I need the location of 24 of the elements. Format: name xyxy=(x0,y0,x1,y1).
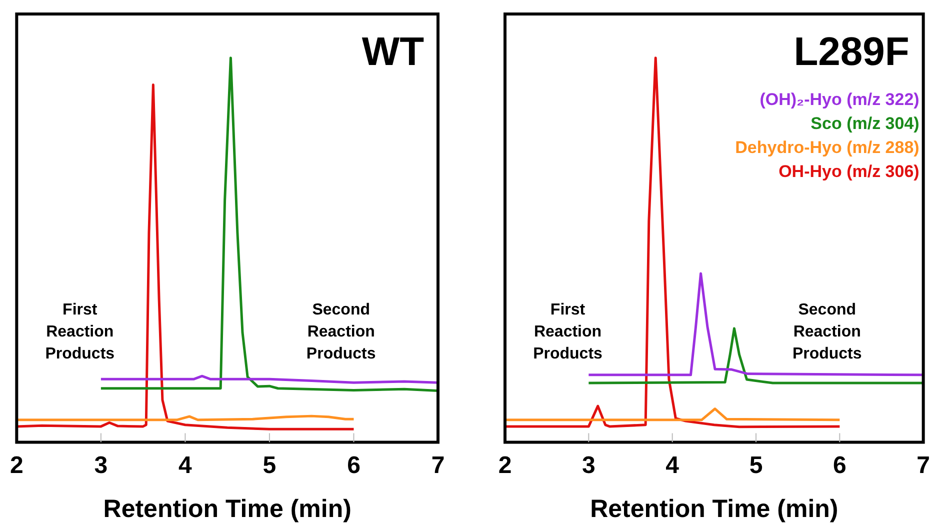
x-axis-title: Retention Time (min) xyxy=(590,494,838,523)
x-tick-label: 6 xyxy=(832,452,846,480)
x-axis-title: Retention Time (min) xyxy=(103,494,352,523)
x-tick-label: 3 xyxy=(582,452,596,480)
x-tick-label: 5 xyxy=(749,452,763,480)
annotation: First Reaction Products xyxy=(533,301,603,362)
annotation: First Reaction Products xyxy=(45,301,115,362)
text: Dehydro-Hyo (m/z 288) xyxy=(735,138,920,158)
x-tick-label: 3 xyxy=(94,452,108,480)
text: OH-Hyo (m/z 306) xyxy=(778,162,920,182)
x-tick-label: 2 xyxy=(10,452,24,480)
x-tick-label: 7 xyxy=(431,452,445,480)
text: (OH)₂-Hyo (m/z 322) xyxy=(760,90,920,110)
annotation: Second Reaction Products xyxy=(306,301,376,362)
x-tick-label: 4 xyxy=(666,452,680,480)
x-tick-label: 4 xyxy=(178,452,193,480)
x-tick-label: 2 xyxy=(498,452,512,480)
x-tick-label: 5 xyxy=(262,452,276,480)
x-tick-label: 6 xyxy=(347,452,360,480)
text: Sco (m/z 304) xyxy=(810,114,920,134)
x-tick-label: 7 xyxy=(916,452,930,480)
annotation: Second Reaction Products xyxy=(792,301,862,362)
chart-title: L289F xyxy=(794,30,910,74)
chart-title: WT xyxy=(362,30,424,74)
